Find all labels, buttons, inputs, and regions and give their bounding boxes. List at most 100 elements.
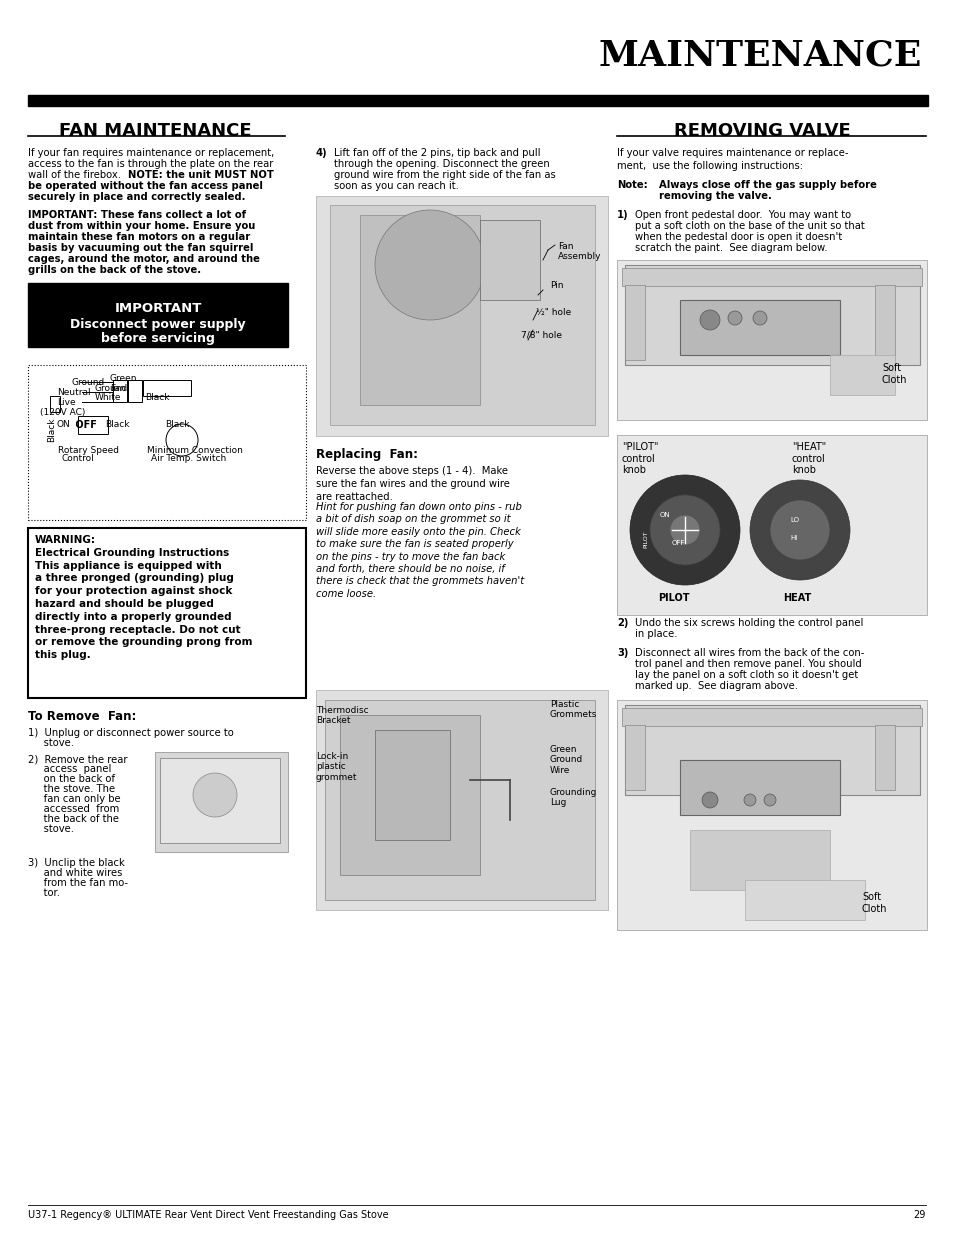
Text: Fan
Assembly: Fan Assembly xyxy=(558,242,601,262)
Text: Black: Black xyxy=(165,420,190,429)
Bar xyxy=(829,354,894,395)
Circle shape xyxy=(669,515,700,545)
Text: access  panel: access panel xyxy=(28,764,112,774)
Bar xyxy=(112,380,127,403)
Bar xyxy=(28,283,288,347)
Bar xyxy=(325,700,595,900)
Text: Green
Ground
Wire: Green Ground Wire xyxy=(550,745,582,774)
Bar xyxy=(160,758,280,844)
Text: U37-1 Regency® ULTIMATE Rear Vent Direct Vent Freestanding Gas Stove: U37-1 Regency® ULTIMATE Rear Vent Direct… xyxy=(28,1210,388,1220)
Text: "PILOT"
control
knob: "PILOT" control knob xyxy=(621,442,658,475)
Text: Live: Live xyxy=(57,398,75,408)
Circle shape xyxy=(727,311,741,325)
Text: Lock-in
plastic
grommet: Lock-in plastic grommet xyxy=(315,752,357,782)
Text: Reverse the above steps (1 - 4).  Make
sure the fan wires and the ground wire
ar: Reverse the above steps (1 - 4). Make su… xyxy=(315,466,509,501)
Bar xyxy=(617,435,926,615)
Text: Minimum Convection: Minimum Convection xyxy=(147,446,243,454)
Text: Rotary Speed: Rotary Speed xyxy=(58,446,119,454)
Text: lay the panel on a soft cloth so it doesn't get: lay the panel on a soft cloth so it does… xyxy=(635,671,858,680)
Bar xyxy=(78,416,108,433)
Circle shape xyxy=(700,310,720,330)
Text: Hint for pushing fan down onto pins - rub
a bit of dish soap on the grommet so i: Hint for pushing fan down onto pins - ru… xyxy=(315,501,523,599)
Text: from the fan mo-: from the fan mo- xyxy=(28,878,128,888)
Text: Grounding
Lug: Grounding Lug xyxy=(550,788,597,808)
Circle shape xyxy=(749,480,849,580)
Text: OFF: OFF xyxy=(71,420,97,430)
Text: Plastic
Grommets: Plastic Grommets xyxy=(550,700,597,720)
Circle shape xyxy=(375,210,484,320)
Text: Air Temp. Switch: Air Temp. Switch xyxy=(151,454,226,463)
Text: 3)  Unclip the black: 3) Unclip the black xyxy=(28,858,125,868)
Text: and white wires: and white wires xyxy=(28,868,122,878)
Text: Control: Control xyxy=(62,454,94,463)
Text: Always close off the gas supply before: Always close off the gas supply before xyxy=(659,180,876,190)
Text: REMOVING VALVE: REMOVING VALVE xyxy=(673,122,849,140)
Text: marked up.  See diagram above.: marked up. See diagram above. xyxy=(635,680,797,692)
Text: IMPORTANT: IMPORTANT xyxy=(114,303,201,315)
Text: maintain these fan motors on a regular: maintain these fan motors on a regular xyxy=(28,232,250,242)
Text: OFF: OFF xyxy=(671,540,684,546)
Text: "HEAT"
control
knob: "HEAT" control knob xyxy=(791,442,825,475)
Text: Black: Black xyxy=(105,420,130,429)
Text: Ground: Ground xyxy=(95,384,128,393)
Bar xyxy=(339,715,479,876)
Text: Green: Green xyxy=(110,374,137,383)
Text: HI: HI xyxy=(789,535,797,541)
Text: Pin: Pin xyxy=(550,282,563,290)
Bar xyxy=(28,95,927,106)
Bar xyxy=(744,881,864,920)
Text: securely in place and correctly sealed.: securely in place and correctly sealed. xyxy=(28,191,245,203)
Text: 3): 3) xyxy=(617,648,628,658)
Bar xyxy=(143,380,191,396)
Text: IMPORTANT: These fans collect a lot of: IMPORTANT: These fans collect a lot of xyxy=(28,210,246,220)
Text: Lift fan off of the 2 pins, tip back and pull: Lift fan off of the 2 pins, tip back and… xyxy=(334,148,540,158)
Bar xyxy=(874,285,894,359)
Bar xyxy=(359,215,479,405)
Circle shape xyxy=(649,495,720,564)
Bar xyxy=(28,366,306,520)
Text: 1): 1) xyxy=(617,210,628,220)
Text: grills on the back of the stove.: grills on the back of the stove. xyxy=(28,266,201,275)
Text: access to the fan is through the plate on the rear: access to the fan is through the plate o… xyxy=(28,159,274,169)
Text: the back of the: the back of the xyxy=(28,814,119,824)
Text: tor.: tor. xyxy=(28,888,60,898)
Bar xyxy=(28,529,306,698)
Text: To Remove  Fan:: To Remove Fan: xyxy=(28,710,136,722)
Text: If your fan requires maintenance or replacement,: If your fan requires maintenance or repl… xyxy=(28,148,274,158)
Text: fan can only be: fan can only be xyxy=(28,794,120,804)
Text: FAN MAINTENANCE: FAN MAINTENANCE xyxy=(59,122,251,140)
Text: removing the valve.: removing the valve. xyxy=(659,191,771,201)
Text: PILOT: PILOT xyxy=(642,530,647,547)
Bar xyxy=(621,268,921,287)
Text: If your valve requires maintenance or replace-
ment,  use the following instruct: If your valve requires maintenance or re… xyxy=(617,148,847,170)
Text: Note:: Note: xyxy=(617,180,647,190)
Bar xyxy=(621,708,921,726)
Text: 1)  Unplug or disconnect power source to: 1) Unplug or disconnect power source to xyxy=(28,727,233,739)
Circle shape xyxy=(629,475,740,585)
Bar xyxy=(679,300,840,354)
Text: 2): 2) xyxy=(617,618,628,629)
Text: ground wire from the right side of the fan as: ground wire from the right side of the f… xyxy=(334,170,556,180)
Text: LO: LO xyxy=(789,517,799,522)
Text: ON: ON xyxy=(659,513,670,517)
Text: 29: 29 xyxy=(913,1210,925,1220)
Bar xyxy=(154,752,288,852)
Text: 2)  Remove the rear: 2) Remove the rear xyxy=(28,755,128,764)
Text: basis by vacuuming out the fan squirrel: basis by vacuuming out the fan squirrel xyxy=(28,243,253,253)
Text: Black: Black xyxy=(47,417,56,442)
Text: Black: Black xyxy=(145,393,170,403)
Text: in place.: in place. xyxy=(635,629,677,638)
Text: HEAT: HEAT xyxy=(782,593,810,603)
Text: Thermodisc
Bracket: Thermodisc Bracket xyxy=(315,706,368,725)
Bar xyxy=(315,196,607,436)
Text: before servicing: before servicing xyxy=(101,332,214,345)
Bar xyxy=(874,725,894,790)
Text: when the pedestal door is open it doesn't: when the pedestal door is open it doesn'… xyxy=(635,232,841,242)
Text: wall of the firebox.: wall of the firebox. xyxy=(28,170,127,180)
Bar xyxy=(689,830,829,890)
Text: put a soft cloth on the base of the unit so that: put a soft cloth on the base of the unit… xyxy=(635,221,863,231)
Text: soon as you can reach it.: soon as you can reach it. xyxy=(334,182,458,191)
Circle shape xyxy=(752,311,766,325)
Text: Disconnect power supply: Disconnect power supply xyxy=(71,317,246,331)
Text: trol panel and then remove panel. You should: trol panel and then remove panel. You sh… xyxy=(635,659,861,669)
